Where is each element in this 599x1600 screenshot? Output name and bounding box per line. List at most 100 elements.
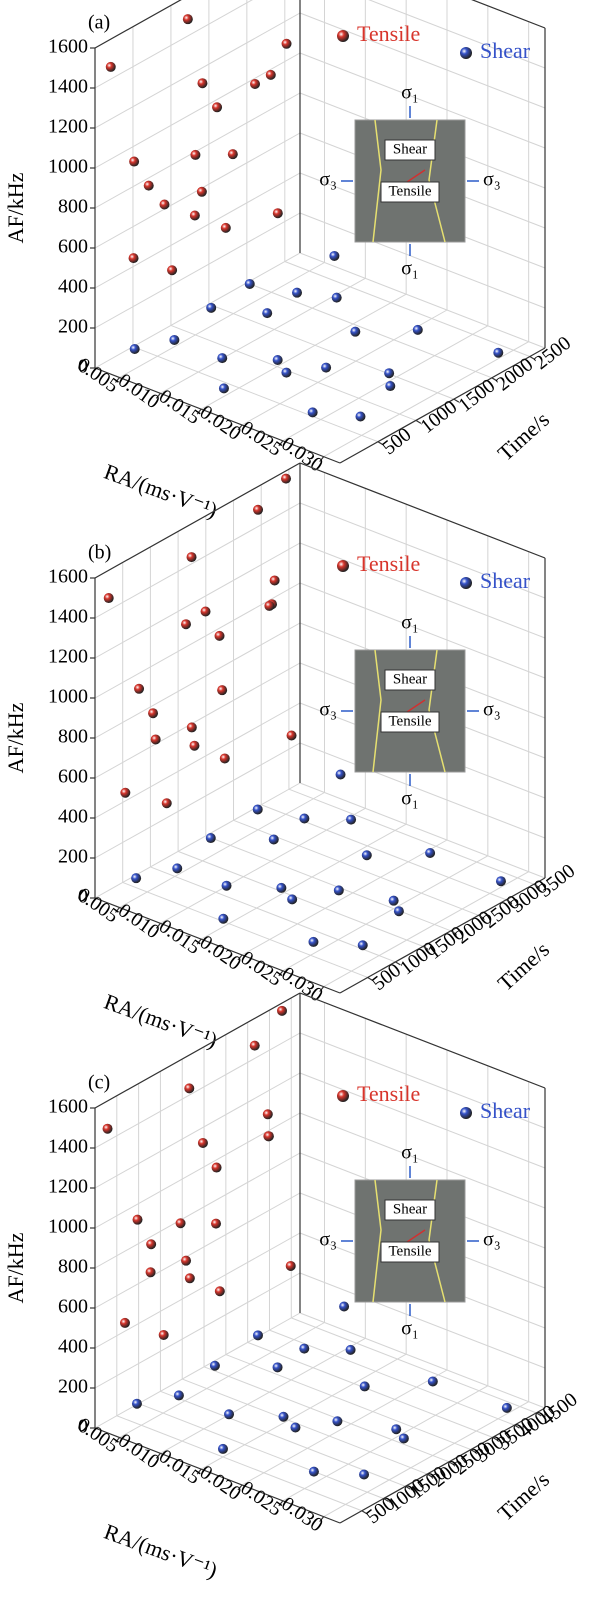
z-axis-label: AF/kHz — [3, 172, 28, 243]
y-axis-label: Time/s — [493, 1467, 555, 1526]
data-point — [197, 1137, 208, 1148]
grid-line — [299, 1312, 546, 1409]
x-tick-label: 0.015 — [155, 385, 204, 429]
tick-mark — [415, 419, 422, 424]
grid-line — [208, 303, 455, 400]
data-point — [495, 876, 506, 887]
data-point — [224, 1409, 235, 1420]
grid-line — [160, 277, 366, 394]
grid-line — [323, 871, 529, 988]
tick-mark — [383, 1498, 389, 1503]
data-point — [264, 600, 275, 611]
data-point — [321, 362, 332, 373]
tick-mark — [319, 986, 325, 993]
data-point — [211, 1218, 222, 1229]
grid-line — [205, 835, 451, 932]
data-point — [181, 1255, 192, 1266]
data-point — [299, 1343, 310, 1354]
grid-line — [94, 1192, 301, 1309]
axis-edge — [94, 367, 341, 464]
crack — [372, 119, 382, 243]
z-tick-label: 1000 — [48, 156, 88, 178]
inset-label: σ₁ — [401, 1142, 419, 1164]
axis-edge — [94, 462, 301, 579]
legend-label: Tensile — [357, 1081, 420, 1106]
data-point — [339, 1301, 350, 1312]
z-tick-label: 0 — [78, 356, 88, 378]
data-point — [357, 940, 368, 951]
z-tick-label: 200 — [58, 316, 88, 338]
grid-line — [299, 1272, 546, 1369]
inset-label: σ₃ — [483, 699, 501, 721]
axis-edge — [339, 347, 546, 464]
x-tick-label: 0.025 — [236, 417, 285, 461]
data-point — [331, 292, 342, 303]
grid-line — [299, 1032, 546, 1129]
grid-line — [284, 261, 530, 357]
inset-label: σ₁ — [401, 82, 419, 104]
data-point — [102, 1123, 113, 1134]
y-tick-label: 1000 — [416, 396, 461, 438]
data-point — [281, 367, 292, 378]
axis-edge — [299, 992, 546, 1089]
tick-mark — [395, 961, 401, 966]
data-point — [332, 1416, 343, 1427]
data-point — [129, 156, 140, 167]
y-tick-label: 2500 — [530, 332, 575, 374]
grid-line — [203, 1366, 450, 1463]
data-point — [197, 78, 208, 89]
z-tick-label: 0 — [78, 886, 88, 908]
data-point — [333, 885, 344, 896]
data-point — [346, 814, 357, 825]
grid-line — [182, 1378, 428, 1475]
tick-mark — [278, 1500, 284, 1507]
data-point — [272, 355, 283, 365]
tick-mark — [278, 970, 284, 977]
inset-photo — [354, 649, 466, 773]
y-tick-label: 1500 — [454, 375, 499, 417]
x-tick-label: 0.025 — [236, 1477, 285, 1521]
x-tick-label: 0.010 — [114, 1429, 163, 1473]
data-point — [180, 619, 191, 630]
grid-line — [116, 1415, 362, 1512]
data-point — [173, 1390, 184, 1401]
grid-line — [160, 1337, 366, 1454]
tick-mark — [470, 1449, 477, 1454]
data-point — [103, 593, 114, 604]
data-point — [391, 1424, 402, 1435]
legend-marker — [337, 1090, 349, 1102]
data-point — [252, 1330, 263, 1341]
inset-label: σ₃ — [319, 169, 337, 191]
data-point — [350, 326, 361, 337]
grid-line — [299, 742, 546, 839]
grid-line — [119, 1322, 325, 1438]
data-point — [262, 308, 273, 319]
data-point — [286, 730, 297, 741]
grid-line — [94, 1072, 301, 1189]
tick-mark — [155, 392, 161, 399]
data-point — [220, 222, 231, 233]
data-point — [227, 149, 238, 160]
z-tick-label: 1200 — [48, 1176, 88, 1198]
data-point — [335, 769, 346, 780]
grid-line — [94, 0, 182, 49]
data-point — [217, 353, 228, 364]
data-point — [278, 1411, 289, 1422]
data-point — [252, 804, 263, 815]
data-point — [131, 1398, 142, 1409]
z-axis-label: AF/kHz — [3, 702, 28, 773]
x-tick-label: 0.005 — [73, 354, 122, 398]
inset-label: σ₃ — [483, 1229, 501, 1251]
z-tick-label: 600 — [58, 766, 88, 788]
grid-line — [246, 282, 493, 379]
axis-edge — [94, 1427, 341, 1524]
label-box — [384, 1199, 436, 1221]
data-point — [253, 504, 264, 515]
data-point — [265, 69, 276, 80]
tick-mark — [319, 1516, 325, 1523]
x-tick-label: 0.030 — [277, 1493, 326, 1537]
crack — [372, 649, 382, 773]
panel: 020040060080010001200140016000.0050.0100… — [3, 0, 575, 523]
tick-mark — [492, 1436, 498, 1441]
grid-line — [94, 742, 301, 859]
